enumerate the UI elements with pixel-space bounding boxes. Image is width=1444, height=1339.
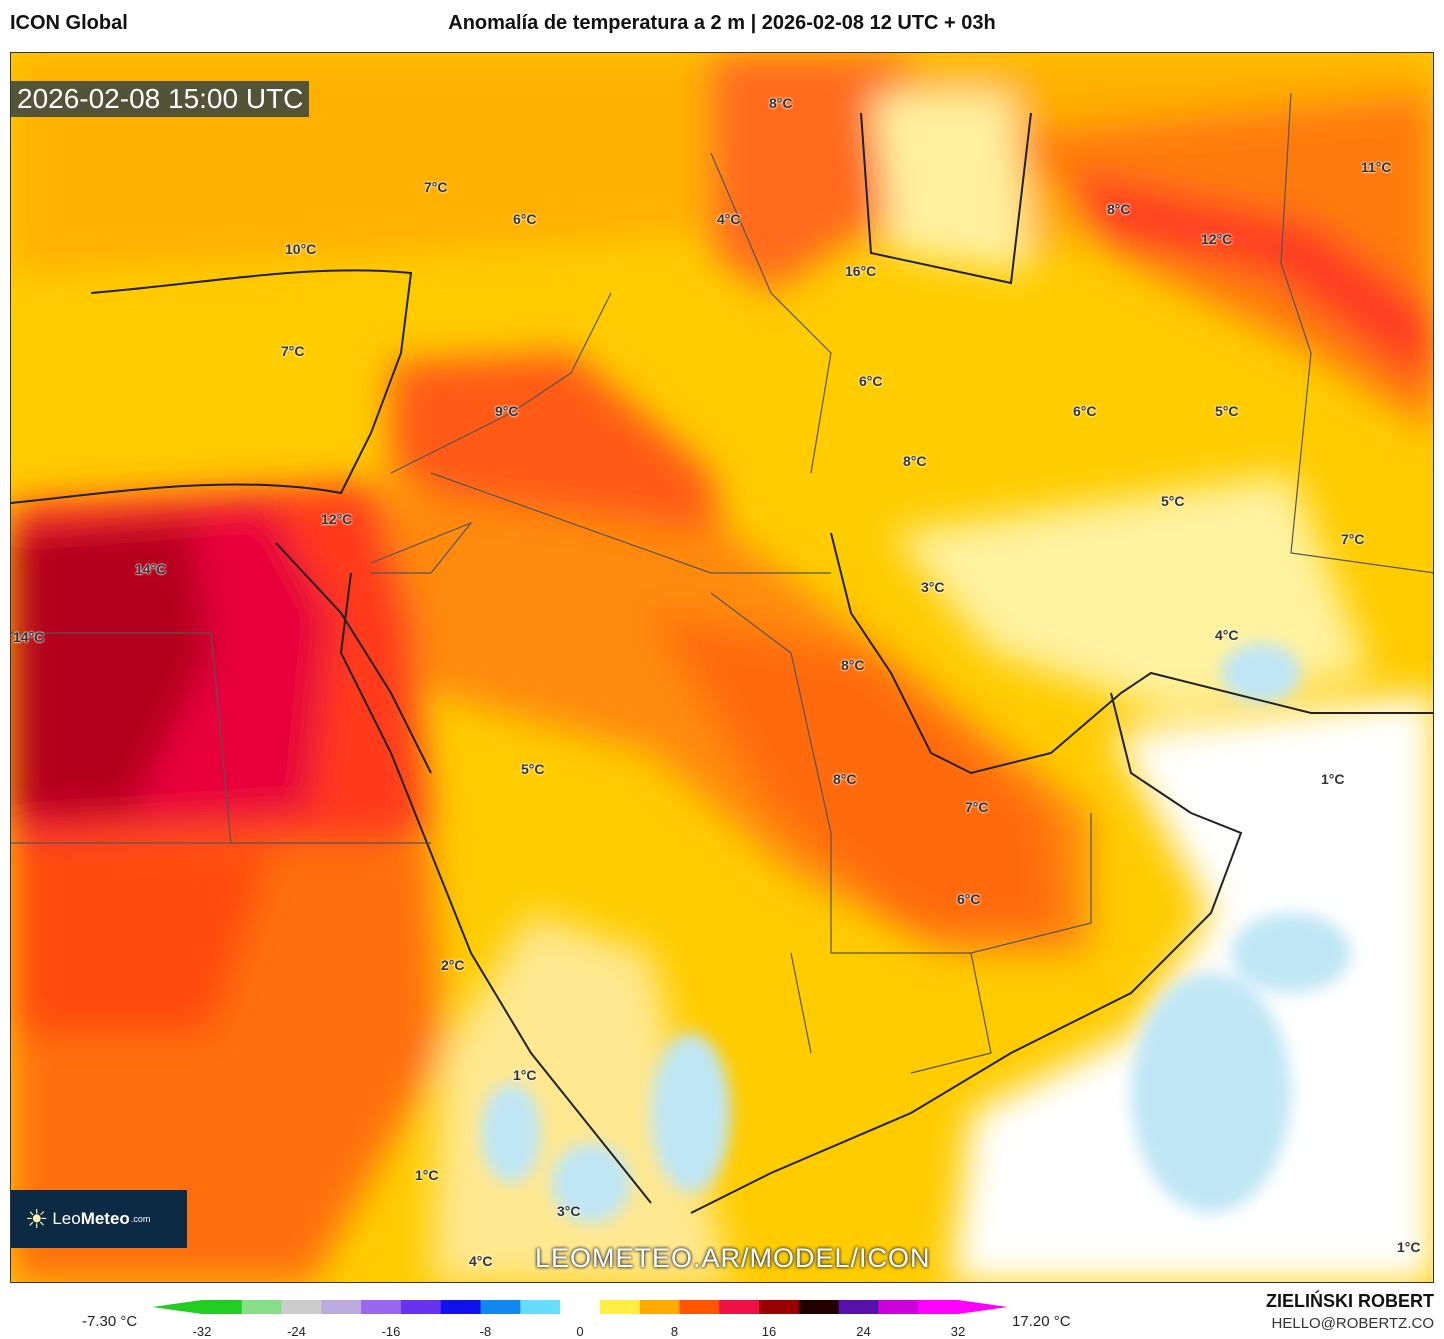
contour-label: 8°C	[769, 95, 793, 111]
colorbar-segment	[639, 1300, 680, 1314]
colorbar-segment	[838, 1300, 879, 1314]
contour-label: 4°C	[469, 1253, 493, 1269]
model-name: ICON Global	[10, 12, 128, 34]
author-email: HELLO@ROBERTZ.CO	[1271, 1315, 1434, 1332]
contour-label: 10°C	[285, 241, 317, 257]
contour-label: 5°C	[1161, 493, 1185, 509]
contour-label: 6°C	[957, 891, 981, 907]
contour-label: 1°C	[1397, 1239, 1421, 1255]
colorbar-segment	[520, 1300, 561, 1314]
colorbar-segment	[281, 1300, 322, 1314]
colorbar-segment	[560, 1300, 601, 1314]
colorbar-segment	[361, 1300, 402, 1314]
contour-label: 7°C	[1341, 531, 1365, 547]
contour-label: 1°C	[1321, 771, 1345, 787]
contour-label: 5°C	[1215, 403, 1239, 419]
contour-label: 7°C	[281, 343, 305, 359]
map-title: Anomalía de temperatura a 2 m | 2026-02-…	[448, 12, 996, 34]
colorbar-tick-label: -24	[287, 1324, 306, 1339]
contour-label: 8°C	[841, 657, 865, 673]
colorbar-segment	[241, 1300, 283, 1314]
contour-label: 12°C	[1201, 231, 1233, 247]
colorbar-tick-label: -8	[479, 1324, 492, 1339]
contour-label: 6°C	[859, 373, 883, 389]
contour-label: 2°C	[441, 957, 465, 973]
sun-icon: ☀	[25, 1203, 49, 1234]
colorbar-segment	[440, 1300, 482, 1314]
colorbar-segment	[878, 1300, 919, 1314]
colorbar-min-label: -7.30 °C	[82, 1313, 138, 1330]
contour-label: 7°C	[965, 799, 989, 815]
logo-suffix: .com	[130, 1214, 151, 1224]
contour-label: 3°C	[557, 1203, 581, 1219]
colorbar-max-arrow	[958, 1300, 1008, 1314]
contour-label: 12°C	[321, 511, 353, 527]
contour-label: 8°C	[833, 771, 857, 787]
colorbar-segment	[918, 1300, 959, 1314]
colorbar-segment	[679, 1300, 720, 1314]
author-name: ZIELIŃSKI ROBERT	[1265, 1291, 1434, 1311]
colorbar-tick-label: 8	[670, 1324, 679, 1339]
contour-label: 4°C	[717, 211, 741, 227]
contour-label: 14°C	[13, 629, 45, 645]
colorbar-tick-label: 0	[576, 1324, 584, 1339]
colorbar-tick-label: -32	[192, 1324, 212, 1339]
colorbar-tick-label: 32	[950, 1324, 966, 1339]
contour-label: 9°C	[495, 403, 519, 419]
temperature-anomaly-map: 2026-02-08 15:00 UTC 8°C 11°C 7°C 6°C 4°…	[10, 52, 1434, 1283]
colorbar-min-arrow	[152, 1300, 202, 1314]
contour-label: 16°C	[845, 263, 877, 279]
colorbar-segment	[599, 1300, 641, 1314]
colorbar	[152, 1300, 1008, 1314]
contour-label: 8°C	[903, 453, 927, 469]
colorbar-segment	[400, 1300, 442, 1314]
contour-label: 3°C	[921, 579, 945, 595]
colorbar-tick-label: 24	[856, 1324, 871, 1339]
colorbar-segment	[798, 1300, 840, 1314]
colorbar-tick-label: 16	[761, 1324, 777, 1339]
contour-label: 7°C	[424, 179, 448, 195]
colorbar-segment	[202, 1300, 243, 1314]
contour-label: 14°C	[135, 561, 167, 577]
contour-label: 1°C	[513, 1067, 537, 1083]
colorbar-segment	[759, 1300, 800, 1314]
contour-label: 1°C	[415, 1167, 439, 1183]
contour-label: 6°C	[513, 211, 537, 227]
valid-time-stamp: 2026-02-08 15:00 UTC	[11, 81, 310, 117]
contour-label: 4°C	[1215, 627, 1239, 643]
colorbar-max-label: 17.20 °C	[1012, 1313, 1071, 1330]
watermark-url: LEOMETEO.AR/MODEL/ICON	[535, 1243, 931, 1273]
logo-name: Leo	[52, 1209, 81, 1228]
colorbar-segment	[480, 1300, 521, 1314]
colorbar-segment	[719, 1300, 760, 1314]
contour-label: 11°C	[1361, 159, 1392, 175]
map-field	[11, 53, 1433, 1282]
colorbar-tick-label: -16	[381, 1324, 401, 1339]
leometeo-logo: ☀ Leo Meteo .com	[11, 1190, 187, 1248]
contour-label: 5°C	[521, 761, 545, 777]
colorbar-segment	[321, 1300, 362, 1314]
logo-bold: Meteo	[80, 1209, 130, 1228]
contour-label: 8°C	[1107, 201, 1131, 217]
contour-label: 6°C	[1073, 403, 1097, 419]
